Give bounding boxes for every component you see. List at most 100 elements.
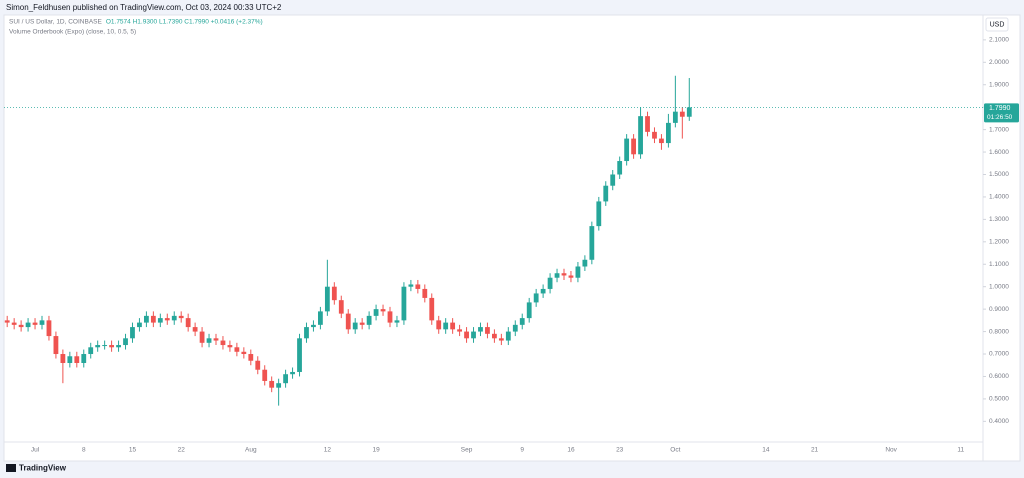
candle-body — [67, 356, 73, 363]
x-tick-label: 15 — [129, 447, 137, 454]
y-tick-label: 1.5000 — [989, 171, 1009, 178]
y-tick-label: 0.9000 — [989, 306, 1009, 313]
candle-body — [429, 297, 435, 321]
candle-body — [519, 318, 525, 325]
candle-body — [11, 322, 17, 325]
candle-body — [248, 354, 254, 361]
candle-body — [498, 338, 504, 341]
candle-body — [157, 318, 163, 323]
candle-body — [589, 226, 595, 260]
candle-body — [32, 322, 38, 325]
candle-body — [617, 161, 623, 175]
candle-body — [686, 107, 692, 117]
countdown: 01:26:50 — [987, 114, 1013, 121]
candle-body — [311, 324, 316, 328]
y-tick-label: 1.2000 — [989, 239, 1009, 246]
candle-body — [596, 201, 602, 227]
candle-body — [679, 111, 685, 117]
candle-body — [137, 322, 142, 328]
x-tick-label: Nov — [885, 447, 897, 454]
y-tick-label: 1.3000 — [989, 216, 1009, 223]
y-tick-label: 1.0000 — [989, 283, 1009, 290]
y-tick-label: 1.6000 — [989, 149, 1009, 156]
candle-body — [178, 315, 184, 319]
candle-body — [213, 338, 219, 341]
candle-body — [401, 286, 407, 321]
y-tick-label: 1.9000 — [989, 81, 1009, 88]
candle-body — [324, 286, 330, 312]
candle-body — [220, 340, 226, 346]
candle-body — [81, 354, 87, 363]
candle-body — [443, 322, 449, 330]
candle-body — [540, 288, 546, 294]
candle-body — [262, 369, 268, 381]
candle-body — [512, 324, 518, 332]
candle-body — [331, 286, 337, 301]
candle-body — [652, 131, 657, 139]
candle-body — [192, 327, 198, 332]
candle-body — [150, 315, 156, 323]
candle-body — [206, 338, 212, 343]
candle-body — [366, 315, 372, 325]
candle-body — [415, 284, 421, 289]
candle-body — [39, 320, 45, 325]
candle-body — [345, 313, 351, 330]
candle-body — [387, 311, 393, 323]
candle-body — [164, 318, 170, 321]
candle-body — [624, 138, 630, 162]
candle-body — [547, 277, 553, 289]
candle-body — [645, 116, 650, 132]
candle-body — [568, 275, 574, 278]
brand: TradingView — [19, 464, 67, 473]
x-tick-label: 11 — [957, 447, 964, 454]
candle-body — [450, 322, 456, 330]
candle-body — [227, 345, 233, 348]
candle-body — [610, 174, 616, 186]
x-tick-label: 16 — [567, 447, 575, 454]
candle-body — [88, 347, 94, 355]
candle-body — [394, 320, 400, 323]
x-tick-label: 21 — [811, 447, 819, 454]
candle-body — [304, 327, 309, 339]
candle-body — [185, 318, 191, 328]
candle-body — [290, 371, 295, 375]
symbol-title: SUI / US Dollar, 1D, COINBASE — [9, 19, 102, 26]
candle-body — [338, 300, 344, 314]
candle-body — [102, 345, 108, 347]
candle-body — [269, 380, 275, 388]
candle-body — [359, 322, 365, 325]
x-tick-label: 14 — [762, 447, 770, 454]
candle-body — [373, 309, 379, 316]
last-price-label: 1.7990 — [989, 105, 1011, 112]
currency-button[interactable] — [985, 17, 1009, 32]
candle-body — [638, 116, 643, 155]
candle-body — [575, 266, 581, 278]
x-tick-label: 9 — [520, 447, 524, 454]
last-price-badge — [984, 103, 1019, 123]
logo-mark — [6, 464, 16, 472]
candle-body — [422, 288, 428, 298]
currency-label[interactable]: USD — [990, 21, 1005, 28]
x-tick-label: Sep — [461, 447, 473, 454]
x-tick-label: 19 — [372, 447, 380, 454]
x-tick-label: 8 — [82, 447, 86, 454]
candle-body — [505, 331, 511, 341]
candle-body — [478, 327, 483, 332]
candle-body — [464, 331, 469, 339]
candle-body — [672, 111, 678, 123]
candle-body — [485, 327, 490, 334]
candle-body — [457, 329, 462, 332]
candle-body — [95, 345, 101, 348]
x-tick-label: Aug — [245, 447, 257, 454]
indicator-label: Volume Orderbook (Expo) (close, 10, 0.5,… — [9, 29, 136, 36]
candle-body — [46, 320, 52, 337]
candle-body — [408, 284, 414, 287]
candle-body — [666, 122, 671, 144]
x-tick-label: 22 — [178, 447, 186, 454]
candle-body — [123, 338, 128, 346]
candle-body — [276, 383, 282, 388]
candle-body — [241, 351, 247, 355]
candle-body — [283, 374, 288, 384]
